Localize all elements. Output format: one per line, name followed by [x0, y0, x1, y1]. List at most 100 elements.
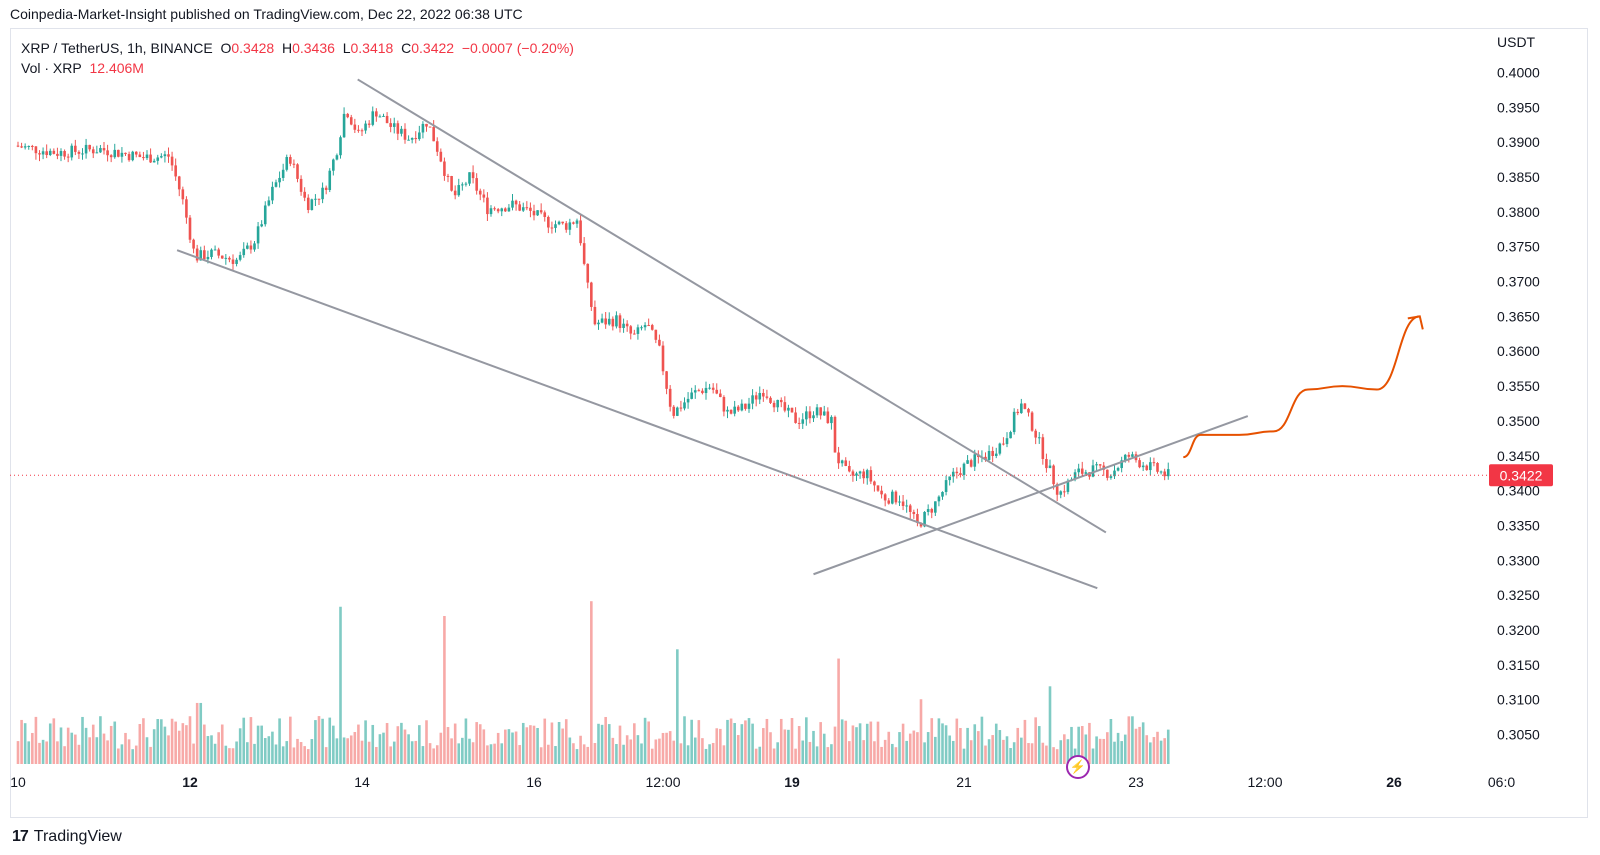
- candle-body: [769, 397, 772, 403]
- volume-bar: [525, 727, 529, 764]
- volume-bar: [439, 732, 443, 764]
- volume-bar: [547, 744, 550, 764]
- candle-body: [392, 123, 396, 127]
- volume-bar: [683, 716, 686, 764]
- trendline-rising-support: [813, 415, 1249, 576]
- volume-bar: [296, 738, 299, 764]
- candle-body: [500, 208, 504, 212]
- candle-body: [23, 146, 27, 148]
- volume-label[interactable]: Vol · XRP: [21, 60, 82, 76]
- candle-body: [1123, 454, 1127, 461]
- candle-body: [59, 151, 63, 156]
- candle-body: [289, 157, 292, 164]
- candle-body: [339, 137, 342, 156]
- volume-bar: [521, 722, 525, 764]
- volume-bar: [1020, 737, 1023, 764]
- candle-body: [1023, 403, 1027, 409]
- publisher-name[interactable]: Coinpedia-Market-Insight: [10, 6, 167, 22]
- volume-bar: [91, 724, 95, 764]
- volume-bar: [27, 741, 31, 764]
- candle-body: [934, 501, 937, 513]
- y-tick-label: 0.3150: [1497, 657, 1540, 673]
- symbol-name[interactable]: XRP / TetherUS, 1h, BINANCE: [21, 40, 213, 56]
- candle-body: [1030, 412, 1034, 431]
- volume-bar: [1131, 716, 1134, 764]
- candle-body: [676, 407, 679, 416]
- volume-bar: [464, 718, 468, 764]
- volume-bar: [1098, 738, 1102, 764]
- candle-body: [464, 183, 468, 185]
- volume-bar: [1109, 718, 1113, 764]
- candle-body: [848, 465, 851, 472]
- candle-body: [156, 157, 160, 161]
- volume-bar: [367, 741, 371, 764]
- volume-bar: [482, 729, 486, 764]
- volume-bar: [425, 720, 428, 764]
- volume-bar: [797, 726, 801, 764]
- volume-bar: [758, 746, 762, 764]
- candle-body: [1156, 463, 1159, 472]
- projection-arrowhead: [1407, 315, 1424, 330]
- volume-bar: [801, 740, 805, 764]
- volume-bar: [102, 733, 106, 764]
- volume-bar: [934, 736, 937, 764]
- candle-body: [203, 250, 206, 260]
- candle-body: [1141, 465, 1145, 468]
- y-tick-label: 0.3750: [1497, 239, 1540, 255]
- trendline-upper-resistance: [357, 78, 1107, 534]
- candle-body: [228, 257, 231, 260]
- volume-bar: [321, 718, 324, 764]
- volume-bar: [1091, 748, 1095, 764]
- volume-bar: [378, 734, 382, 764]
- tradingview-logo[interactable]: 17 TradingView: [12, 828, 122, 846]
- candle-body: [457, 185, 461, 196]
- volume-bar: [1048, 686, 1052, 764]
- y-tick-label: 0.4000: [1497, 64, 1540, 80]
- candle-body: [1012, 411, 1016, 433]
- candle-body: [683, 402, 686, 409]
- volume-bar: [188, 716, 192, 764]
- candle-body: [246, 245, 249, 249]
- volume-bar: [156, 719, 160, 764]
- volume-bar: [880, 746, 883, 764]
- candle-body: [622, 323, 625, 329]
- candle-body: [321, 187, 324, 200]
- volume-bar: [855, 727, 858, 764]
- volume-bar: [16, 741, 20, 764]
- volume-bar: [446, 727, 450, 764]
- candle-body: [306, 197, 310, 210]
- candle-body: [812, 415, 815, 419]
- candle-body: [149, 154, 152, 163]
- volume-bar: [1041, 742, 1045, 764]
- candle-body: [597, 322, 600, 325]
- volume-bar: [138, 724, 142, 764]
- lightning-icon[interactable]: ⚡: [1066, 755, 1090, 779]
- candle-body: [869, 470, 873, 482]
- volume-bar: [95, 737, 99, 764]
- volume-bar: [514, 731, 518, 764]
- volume-bar: [1134, 728, 1138, 764]
- volume-bar: [471, 742, 475, 764]
- candle-body: [188, 217, 192, 240]
- volume-bar: [865, 723, 869, 764]
- candle-body: [407, 139, 410, 141]
- volume-bar: [908, 733, 912, 764]
- volume-bar: [754, 748, 758, 764]
- candle-body: [600, 318, 604, 323]
- candle-body: [1009, 432, 1012, 439]
- volume-bar: [597, 723, 600, 764]
- volume-bar: [289, 716, 292, 764]
- volume-bar: [70, 732, 74, 764]
- candle-body: [224, 257, 228, 259]
- volume-bar: [883, 739, 887, 764]
- candle-body: [586, 263, 590, 283]
- volume-bar: [120, 744, 124, 764]
- volume-bar: [518, 745, 521, 764]
- candle-body: [256, 226, 260, 244]
- candle-body: [805, 411, 808, 420]
- volume-bar: [256, 725, 260, 764]
- volume-bar: [52, 718, 56, 764]
- volume-bar: [772, 748, 776, 764]
- volume-bar: [263, 738, 267, 764]
